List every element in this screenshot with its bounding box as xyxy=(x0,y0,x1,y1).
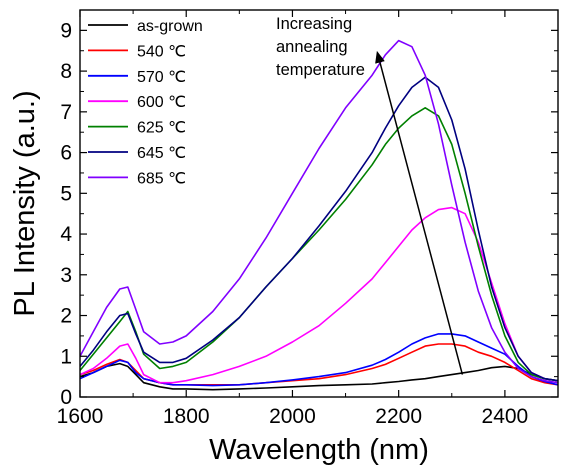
x-tick-label: 1800 xyxy=(163,405,210,428)
series-line-0 xyxy=(80,362,558,391)
y-tick-label: 2 xyxy=(60,305,72,328)
y-tick-label: 0 xyxy=(60,386,72,409)
series-line-3 xyxy=(80,206,558,384)
legend-label-5: 645 ℃ xyxy=(137,145,186,162)
annotation: Increasing annealing temperature xyxy=(276,15,464,375)
y-tick-label: 6 xyxy=(60,142,72,165)
x-tick-label: 2400 xyxy=(482,405,529,428)
y-tick-label: 9 xyxy=(60,19,72,42)
series-layer xyxy=(80,39,558,391)
series-line-2 xyxy=(80,333,558,387)
axes-layer: 1600 1800 2000 2200 2400 0 1 2 3 4 5 6 7 8 9 Wavelength… xyxy=(9,9,559,466)
legend-label-0: as-grown xyxy=(137,18,203,35)
y-tick-label: 4 xyxy=(60,223,72,246)
annotation-line-0: Increasing xyxy=(276,15,352,33)
legend-label-4: 625 ℃ xyxy=(137,120,186,137)
x-tick-label: 1600 xyxy=(57,405,104,428)
y-axis-title: PL Intensity (a.u.) xyxy=(9,90,41,316)
y-tick-label: 3 xyxy=(60,264,72,287)
series-line-5 xyxy=(80,76,558,382)
legend-label-6: 685 ℃ xyxy=(137,170,186,187)
legend: as-grown 540 ℃ 570 ℃ 600 ℃ 625 ℃ 645 ℃ 685 ℃ xyxy=(88,18,203,187)
y-tick-label: 1 xyxy=(60,345,72,368)
x-tick-label: 2000 xyxy=(269,405,316,428)
legend-label-1: 540 ℃ xyxy=(137,43,186,60)
plot-frame xyxy=(79,9,559,398)
annotation-line-2: temperature xyxy=(276,61,365,79)
series-line-6 xyxy=(80,39,558,384)
annotation-arrow xyxy=(375,50,464,375)
legend-label-3: 600 ℃ xyxy=(137,94,186,111)
x-tick-label: 2200 xyxy=(375,405,422,428)
annotation-line-1: annealing xyxy=(276,38,348,56)
y-tick-label: 8 xyxy=(60,60,72,83)
x-axis-title: Wavelength (nm) xyxy=(209,434,429,466)
series-line-1 xyxy=(80,343,558,386)
y-tick-label: 5 xyxy=(60,182,72,205)
y-tick-label: 7 xyxy=(60,101,72,124)
legend-label-2: 570 ℃ xyxy=(137,69,186,86)
